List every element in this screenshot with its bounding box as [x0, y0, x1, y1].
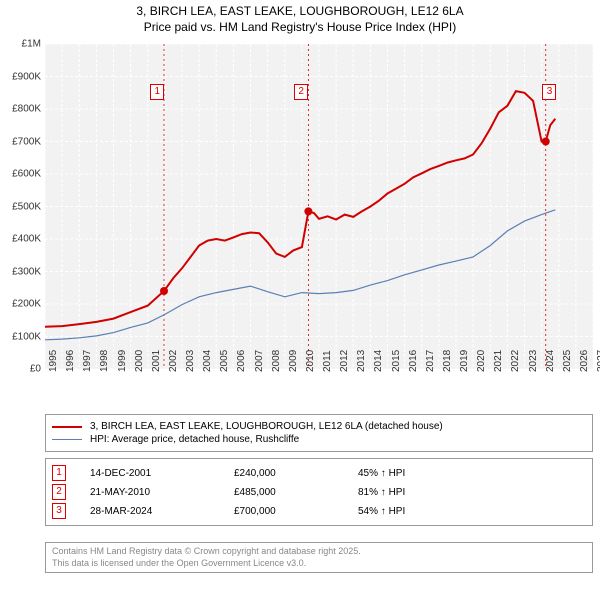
event-date: 21-MAY-2010: [70, 487, 230, 498]
y-tick-label: £700K: [1, 136, 41, 147]
x-tick-label: 2017: [425, 350, 436, 372]
x-tick-label: 1999: [117, 350, 128, 372]
y-tick-label: £300K: [1, 266, 41, 277]
x-tick-label: 2015: [391, 350, 402, 372]
x-tick-label: 2001: [151, 350, 162, 372]
plot-svg: [45, 44, 593, 369]
x-tick-label: 2021: [493, 350, 504, 372]
legend-swatch: [52, 439, 82, 440]
title-line-1: 3, BIRCH LEA, EAST LEAKE, LOUGHBOROUGH, …: [0, 4, 600, 20]
y-tick-label: £100K: [1, 331, 41, 342]
x-tick-label: 2013: [356, 350, 367, 372]
y-tick-label: £200K: [1, 299, 41, 310]
x-tick-label: 2011: [322, 350, 333, 372]
event-date: 14-DEC-2001: [70, 468, 230, 479]
x-tick-label: 1998: [99, 350, 110, 372]
x-tick-label: 1996: [65, 350, 76, 372]
events-table: 1 14-DEC-2001 £240,000 45% ↑ HPI 2 21-MA…: [45, 458, 593, 526]
x-tick-label: 2008: [271, 350, 282, 372]
x-tick-label: 2027: [596, 350, 600, 372]
event-price: £240,000: [234, 468, 354, 479]
event-price: £485,000: [234, 487, 354, 498]
x-tick-label: 2002: [168, 350, 179, 372]
event-date: 28-MAR-2024: [70, 506, 230, 517]
y-tick-label: £600K: [1, 169, 41, 180]
event-row: 2 21-MAY-2010 £485,000 81% ↑ HPI: [52, 484, 586, 500]
x-tick-label: 2016: [408, 350, 419, 372]
x-tick-label: 2007: [254, 350, 265, 372]
y-tick-label: £1M: [1, 39, 41, 50]
x-tick-label: 2005: [219, 350, 230, 372]
event-price: £700,000: [234, 506, 354, 517]
x-tick-label: 2000: [134, 350, 145, 372]
x-tick-label: 2004: [202, 350, 213, 372]
attribution-line: This data is licensed under the Open Gov…: [52, 558, 586, 570]
y-tick-label: £500K: [1, 201, 41, 212]
attribution: Contains HM Land Registry data © Crown c…: [45, 542, 593, 573]
x-tick-label: 2010: [305, 350, 316, 372]
legend-swatch: [52, 426, 82, 428]
legend-label: 3, BIRCH LEA, EAST LEAKE, LOUGHBOROUGH, …: [90, 421, 443, 432]
x-tick-label: 2026: [579, 350, 590, 372]
x-tick-label: 1997: [82, 350, 93, 372]
x-tick-label: 2020: [476, 350, 487, 372]
x-tick-label: 1995: [48, 350, 59, 372]
event-pct: 45% ↑ HPI: [358, 468, 478, 479]
event-marker: 1: [52, 465, 66, 481]
x-tick-label: 2009: [288, 350, 299, 372]
event-row: 3 28-MAR-2024 £700,000 54% ↑ HPI: [52, 503, 586, 519]
legend-row: 3, BIRCH LEA, EAST LEAKE, LOUGHBOROUGH, …: [52, 421, 586, 432]
event-pct: 54% ↑ HPI: [358, 506, 478, 517]
x-tick-label: 2003: [185, 350, 196, 372]
x-tick-label: 2022: [510, 350, 521, 372]
x-tick-label: 2025: [562, 350, 573, 372]
title-block: 3, BIRCH LEA, EAST LEAKE, LOUGHBOROUGH, …: [0, 0, 600, 37]
y-tick-label: £400K: [1, 234, 41, 245]
attribution-line: Contains HM Land Registry data © Crown c…: [52, 546, 586, 558]
x-tick-label: 2019: [459, 350, 470, 372]
title-line-2: Price paid vs. HM Land Registry's House …: [0, 20, 600, 36]
event-marker: 3: [52, 503, 66, 519]
x-tick-label: 2006: [236, 350, 247, 372]
chart-area: £0 £100K £200K £300K £400K £500K £600K £700K £80…: [0, 44, 600, 404]
x-tick-label: 2012: [339, 350, 350, 372]
event-row: 1 14-DEC-2001 £240,000 45% ↑ HPI: [52, 465, 586, 481]
x-tick-label: 2024: [545, 350, 556, 372]
event-marker: 2: [52, 484, 66, 500]
event-pct: 81% ↑ HPI: [358, 487, 478, 498]
sale-marker-box: 3: [542, 84, 556, 100]
y-tick-label: £800K: [1, 104, 41, 115]
legend-label: HPI: Average price, detached house, Rush…: [90, 434, 299, 445]
sale-marker-box: 1: [150, 84, 164, 100]
y-tick-label: £900K: [1, 71, 41, 82]
sale-marker-box: 2: [294, 84, 308, 100]
x-tick-label: 2023: [528, 350, 539, 372]
x-tick-label: 2014: [373, 350, 384, 372]
y-tick-label: £0: [1, 364, 41, 375]
legend: 3, BIRCH LEA, EAST LEAKE, LOUGHBOROUGH, …: [45, 414, 593, 452]
x-tick-label: 2018: [442, 350, 453, 372]
chart-container: 3, BIRCH LEA, EAST LEAKE, LOUGHBOROUGH, …: [0, 0, 600, 590]
legend-row: HPI: Average price, detached house, Rush…: [52, 434, 586, 445]
